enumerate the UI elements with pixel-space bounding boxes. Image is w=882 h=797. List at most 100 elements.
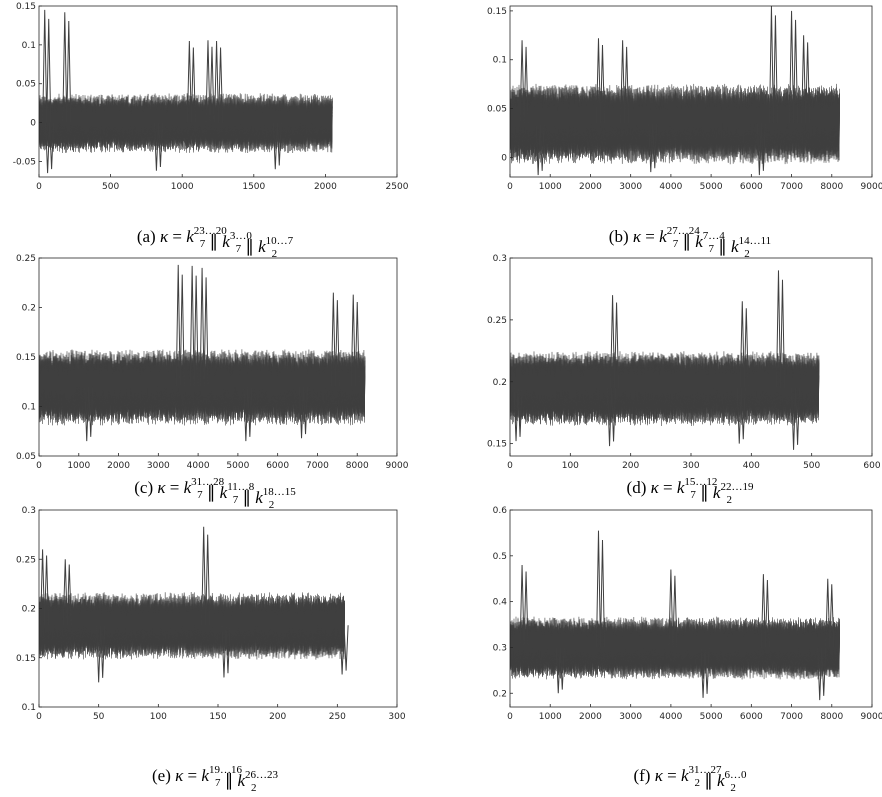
spike-mark [299, 386, 309, 439]
spike-mark [760, 574, 770, 648]
spike-mark [189, 265, 199, 387]
spike-mark [736, 387, 746, 444]
spike-mark [668, 569, 678, 648]
spike-mark [350, 294, 360, 387]
y-tick-label: 0.1 [493, 56, 507, 66]
spike-mark [96, 625, 106, 683]
y-tick-label: 0.3 [493, 643, 507, 653]
x-tick-label: 1000 [67, 461, 90, 471]
y-tick-label: 0.15 [16, 2, 36, 12]
spike-mark [825, 578, 835, 648]
x-tick-label: 4000 [659, 712, 682, 722]
x-tick-label: 100 [562, 461, 579, 471]
spike-mark [62, 559, 72, 626]
subfigure-caption: (e) κ = k19…16 7 ∥ k26…23 2 [152, 764, 278, 794]
y-tick-label: 0.1 [22, 41, 36, 51]
series-traces-c [39, 264, 366, 442]
x-tick-label: 1000 [539, 712, 562, 722]
x-tick-label: 7000 [780, 712, 803, 722]
spike-mark [739, 301, 749, 388]
spike-mark [775, 270, 785, 388]
x-tick-label: 500 [102, 182, 119, 192]
panel-c: 0 1000 2000 3000 4000 5000 6000 7000 8000 9000 0.0… [16, 254, 409, 511]
x-tick-label: 0 [507, 712, 513, 722]
spike-mark [214, 40, 224, 123]
x-tick-label: 300 [682, 461, 699, 471]
subfigure-caption: (b) κ = k27…24 7 ∥ k7…4 7 ∥ k14…11 2 [609, 225, 771, 260]
y-tick-label: 0.15 [487, 440, 507, 450]
spike-mark [756, 123, 766, 176]
y-tick-label: 0.2 [493, 378, 507, 388]
y-tick-label: 0.15 [487, 7, 507, 17]
spike-mark [595, 530, 605, 648]
x-tick-label: 2000 [314, 182, 337, 192]
spike-mark [801, 35, 811, 124]
y-tick-label: 0.05 [16, 80, 36, 90]
x-tick-label: 4000 [659, 182, 682, 192]
x-tick-label: 3000 [619, 182, 642, 192]
x-tick-label: 5000 [700, 182, 723, 192]
panel-a: 0 500 1000 1500 2000 2500 -0.05 0 0.05 0.1 0.15 (a)… [13, 2, 409, 260]
y-tick-label: 0.2 [22, 304, 36, 314]
panel-d: 0 100 200 300 400 500 600 0.15 0.2 0.25 0.3 (d) κ =… [487, 254, 881, 506]
x-tick-label: 0 [507, 461, 513, 471]
x-tick-label: 50 [93, 712, 105, 722]
x-tick-label: 9000 [386, 461, 409, 471]
spike-mark [330, 292, 340, 387]
series-traces-b [510, 6, 840, 176]
spike-mark [175, 264, 185, 387]
series-traces-e [39, 526, 349, 683]
x-tick-label: 300 [388, 712, 405, 722]
spike-mark [620, 40, 630, 124]
x-tick-label: 1000 [539, 182, 562, 192]
spike-mark [519, 40, 529, 124]
series-traces-a [39, 9, 333, 174]
trace-line [510, 616, 840, 670]
x-tick-label: 0 [36, 712, 42, 722]
y-tick-label: 0.3 [22, 506, 36, 516]
spike-mark [40, 549, 50, 626]
axes-box [509, 5, 873, 178]
x-tick-label: 1000 [171, 182, 194, 192]
spike-mark [62, 12, 72, 123]
series-traces-f [510, 530, 840, 701]
y-tick-label: 0.1 [22, 403, 36, 413]
axes-box [509, 509, 873, 708]
y-tick-label: 0 [30, 119, 36, 129]
x-tick-label: 6000 [740, 182, 763, 192]
spike-mark [610, 295, 620, 388]
spike-mark [513, 387, 523, 442]
x-tick-label: 400 [743, 461, 760, 471]
y-tick-label: 0.25 [16, 555, 36, 565]
y-tick-label: 0.05 [487, 105, 507, 115]
x-tick-label: 8000 [346, 461, 369, 471]
x-tick-label: 6000 [266, 461, 289, 471]
spike-mark [700, 647, 710, 698]
axes-box [38, 5, 398, 178]
spike-mark [648, 123, 658, 173]
x-tick-label: 150 [209, 712, 226, 722]
x-tick-label: 5000 [700, 712, 723, 722]
y-tick-label: 0.15 [16, 654, 36, 664]
subfigure-caption: (a) κ = k23…20 7 ∥ k3…0 7 ∥ k10…7 2 [137, 225, 294, 260]
x-tick-label: 600 [863, 461, 880, 471]
spike-mark [595, 38, 605, 124]
y-tick-label: 0.2 [22, 605, 36, 615]
spike-mark [84, 386, 94, 442]
spike-mark [272, 122, 282, 170]
subfigure-caption: (c) κ = k31…28 7 ∥ k11…8 7 ∥ k18…15 2 [134, 476, 296, 511]
spike-mark [789, 10, 799, 124]
spike-mark [199, 267, 209, 387]
panel-f: 0 1000 2000 3000 4000 5000 6000 7000 8000 9000 0.2… [493, 506, 882, 794]
spike-mark [243, 386, 253, 442]
x-tick-label: 2000 [107, 461, 130, 471]
y-tick-label: 0.6 [493, 506, 508, 516]
x-tick-label: 9000 [861, 712, 882, 722]
x-tick-label: 7000 [306, 461, 329, 471]
x-tick-label: 6000 [740, 712, 763, 722]
spike-mark [45, 122, 55, 174]
x-tick-label: 1500 [242, 182, 265, 192]
trace-line [510, 83, 840, 152]
x-tick-label: 8000 [820, 712, 843, 722]
